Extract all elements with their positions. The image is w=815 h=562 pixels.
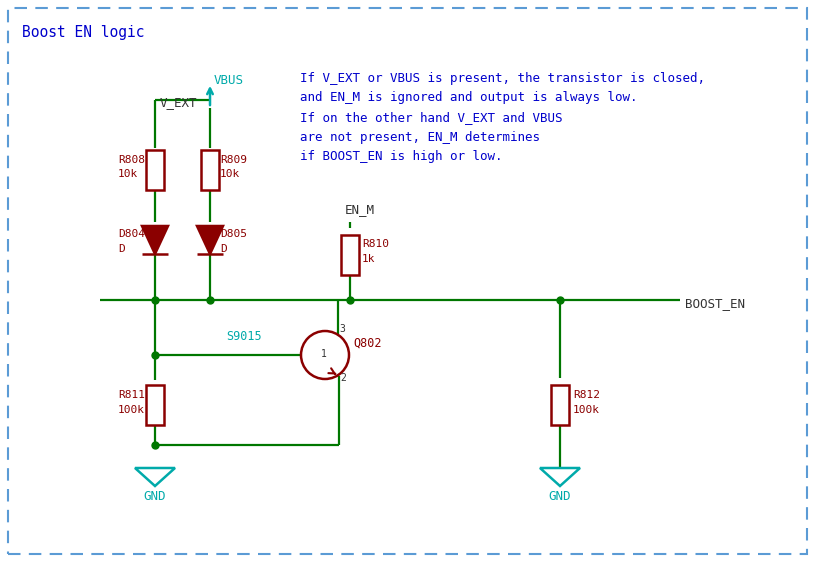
Text: R810: R810 <box>362 239 389 249</box>
Text: BOOST_EN: BOOST_EN <box>685 297 745 310</box>
Text: D: D <box>118 244 125 254</box>
Text: Boost EN logic: Boost EN logic <box>22 25 144 40</box>
Text: 1k: 1k <box>362 254 376 264</box>
Text: VBUS: VBUS <box>214 74 244 87</box>
Text: S9015: S9015 <box>226 330 262 343</box>
Text: GND: GND <box>143 490 166 503</box>
Text: D804: D804 <box>118 229 145 239</box>
Text: R809: R809 <box>220 155 247 165</box>
Polygon shape <box>142 226 168 254</box>
Bar <box>146 150 164 190</box>
Bar <box>341 235 359 275</box>
Text: V_EXT: V_EXT <box>160 96 197 109</box>
Text: D: D <box>220 244 227 254</box>
Text: 2: 2 <box>340 373 346 383</box>
Bar <box>201 150 219 190</box>
Text: 1: 1 <box>321 349 327 359</box>
Text: D805: D805 <box>220 229 247 239</box>
Bar <box>146 385 164 425</box>
Text: If V_EXT or VBUS is present, the transistor is closed,
and EN_M is ignored and o: If V_EXT or VBUS is present, the transis… <box>300 72 705 163</box>
Text: R811: R811 <box>118 390 145 400</box>
Text: R808: R808 <box>118 155 145 165</box>
Text: 100k: 100k <box>573 405 600 415</box>
Text: 3: 3 <box>339 324 345 334</box>
Circle shape <box>301 331 349 379</box>
Polygon shape <box>197 226 223 254</box>
Text: Q802: Q802 <box>353 337 381 350</box>
FancyBboxPatch shape <box>8 8 807 554</box>
Bar <box>551 385 569 425</box>
Text: 100k: 100k <box>118 405 145 415</box>
Text: EN_M: EN_M <box>345 203 375 216</box>
Text: 10k: 10k <box>118 169 139 179</box>
Text: GND: GND <box>548 490 571 503</box>
Text: R812: R812 <box>573 390 600 400</box>
Text: 10k: 10k <box>220 169 240 179</box>
